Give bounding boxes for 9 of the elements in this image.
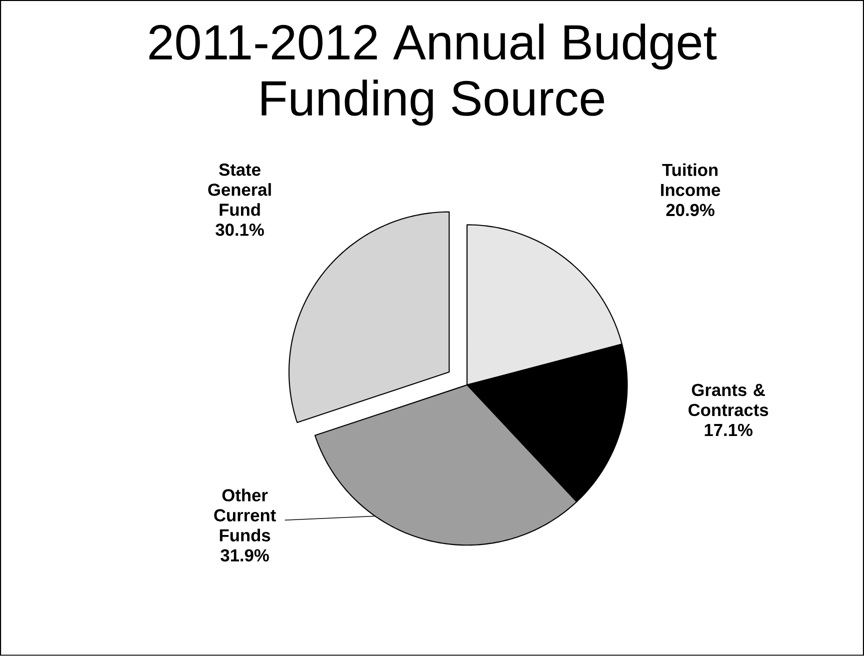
data-label: 17.1% [704, 424, 752, 436]
chart-title: 2011-2012 Annual Budget Funding Source [149, 24, 717, 126]
slice-label: Grants & Contracts [688, 384, 768, 416]
slice-label: Other Current Funds [214, 488, 276, 542]
data-label: 30.1% [216, 224, 264, 236]
data-label: 20.9% [666, 204, 714, 216]
slice-label: Tuition Income [661, 163, 720, 196]
slice-label: State General Fund [208, 164, 271, 216]
data-label: 31.9% [220, 549, 269, 562]
